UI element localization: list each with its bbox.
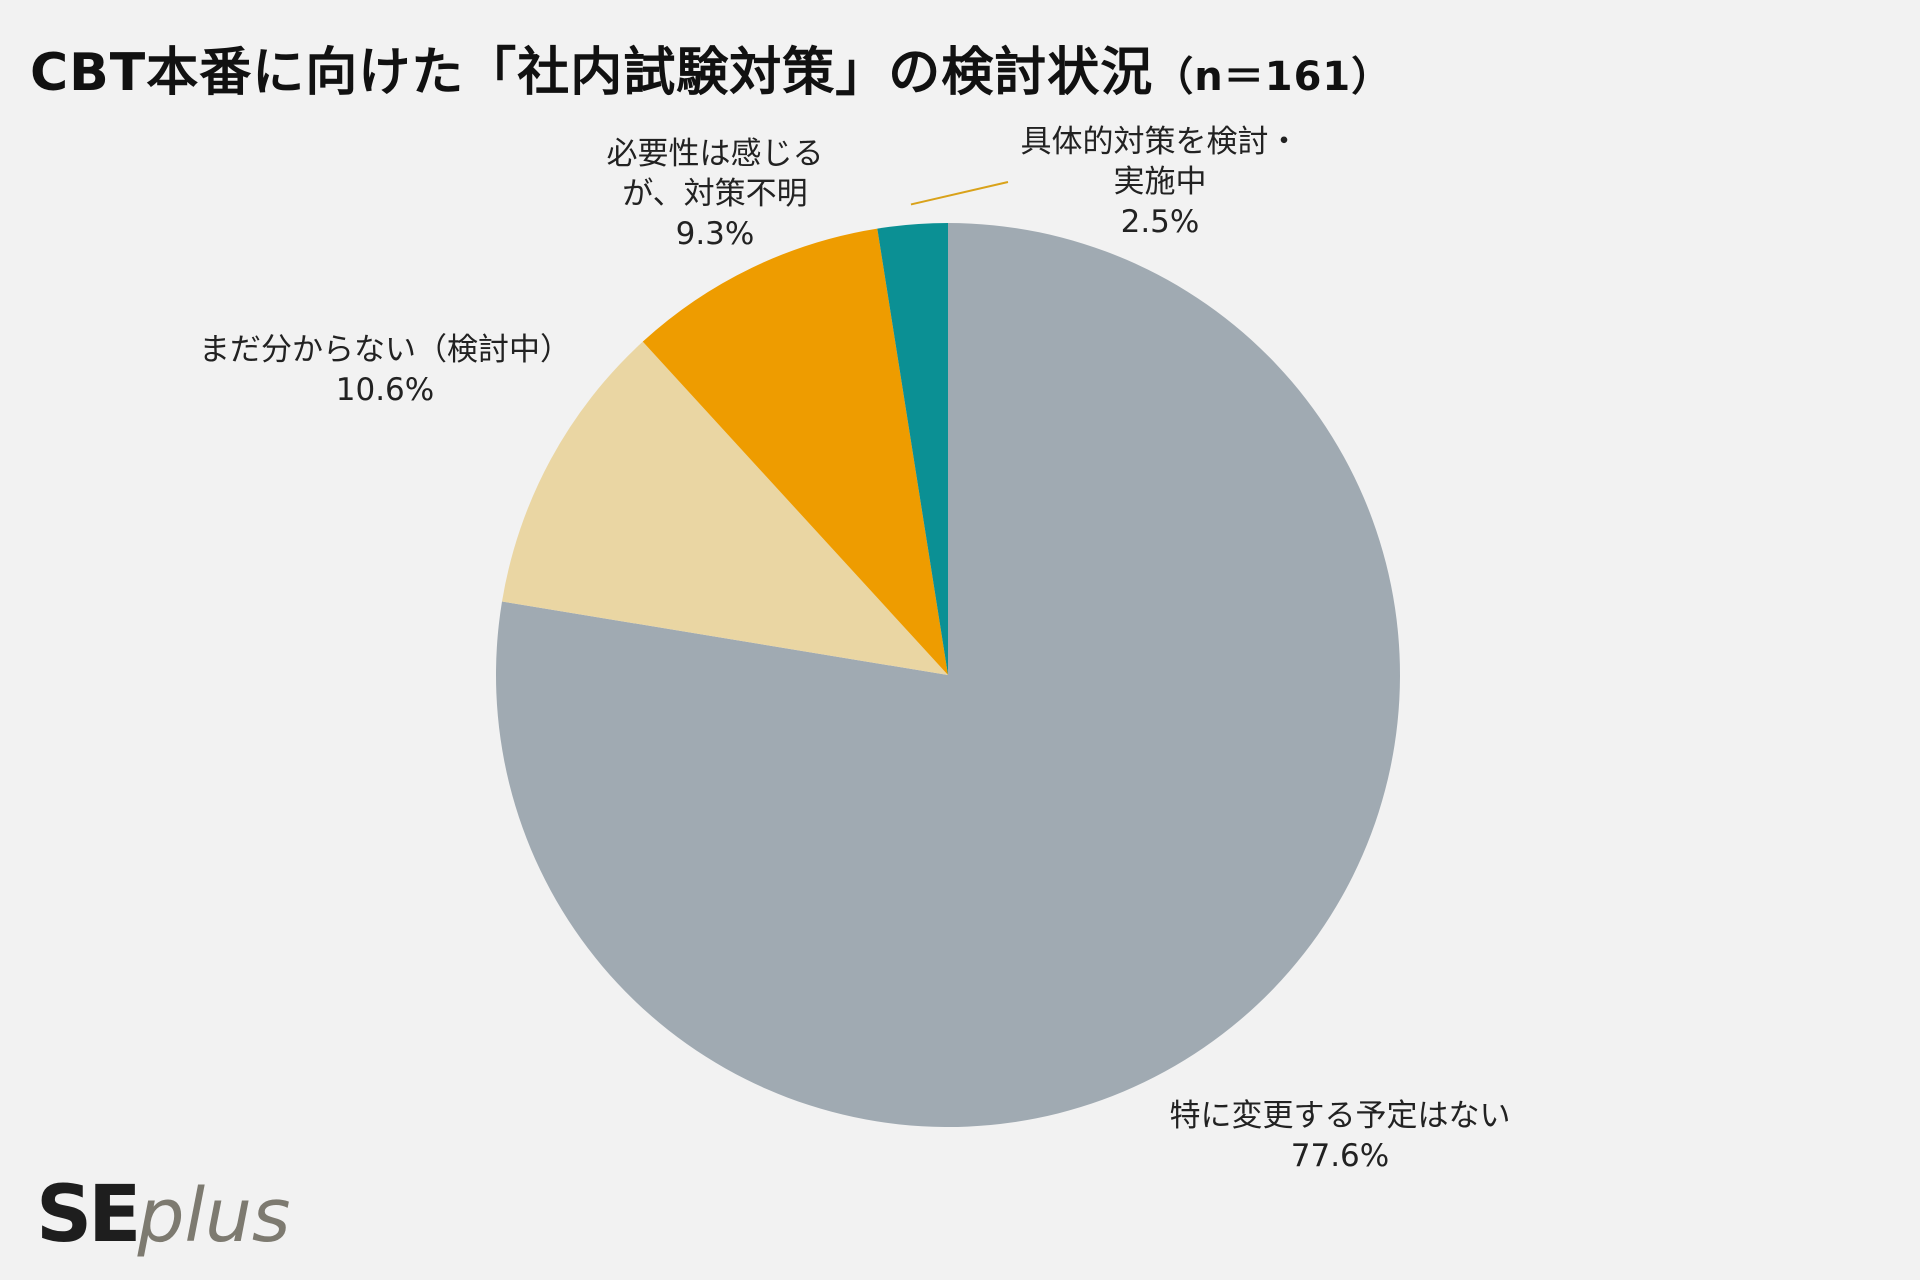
slice-label-implementing-line2: 実施中 bbox=[1113, 164, 1207, 200]
chart-title: CBT本番に向けた「社内試験対策」の検討状況（n＝161） bbox=[30, 30, 1392, 105]
logo-se: SE bbox=[36, 1170, 141, 1260]
slice-label-no-change: 特に変更する予定はない 77.6% bbox=[1110, 1096, 1570, 1176]
pie-slice-need-unclear bbox=[642, 228, 948, 675]
slice-label-undecided-value: 10.6% bbox=[335, 372, 435, 408]
sample-size: （n＝161） bbox=[1153, 54, 1393, 100]
slice-label-need-unclear-line2: が、対策不明 bbox=[622, 176, 808, 212]
slice-label-no-change-value: 77.6% bbox=[1290, 1138, 1390, 1174]
chart-title-text: CBT本番に向けた「社内試験対策」の検討状況 bbox=[30, 43, 1154, 103]
slice-label-no-change-text: 特に変更する予定はない bbox=[1169, 1098, 1511, 1134]
slice-label-need-unclear: 必要性は感じる が、対策不明 9.3% bbox=[565, 134, 865, 254]
slice-label-implementing-value: 2.5% bbox=[1120, 204, 1200, 240]
logo-plus: plus bbox=[137, 1173, 291, 1259]
pie-slice-undecided bbox=[502, 341, 948, 675]
leader-line-implementing bbox=[910, 181, 1009, 206]
slice-label-implementing-line1: 具体的対策を検討・ bbox=[1020, 124, 1300, 160]
pie-slice-implementing bbox=[877, 223, 948, 675]
slice-label-need-unclear-line1: 必要性は感じる bbox=[606, 136, 824, 172]
slice-label-undecided-text: まだ分からない（検討中） bbox=[199, 332, 571, 368]
slice-label-undecided: まだ分からない（検討中） 10.6% bbox=[150, 330, 620, 410]
slice-label-need-unclear-value: 9.3% bbox=[675, 216, 755, 252]
slice-label-implementing: 具体的対策を検討・ 実施中 2.5% bbox=[985, 122, 1335, 242]
seplus-logo: SEplus bbox=[36, 1170, 290, 1261]
